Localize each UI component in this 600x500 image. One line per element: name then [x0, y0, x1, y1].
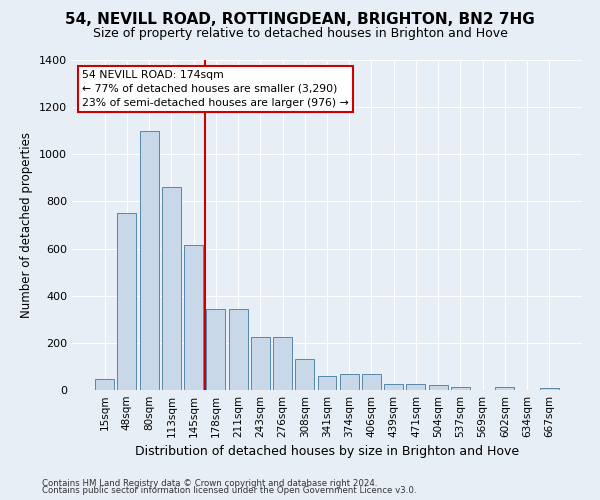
- Bar: [317, 376, 337, 390]
- Bar: [362, 374, 381, 390]
- Bar: [384, 384, 403, 390]
- Bar: [406, 384, 425, 390]
- Text: Contains HM Land Registry data © Crown copyright and database right 2024.: Contains HM Land Registry data © Crown c…: [42, 478, 377, 488]
- Text: Contains public sector information licensed under the Open Government Licence v3: Contains public sector information licen…: [42, 486, 416, 495]
- Bar: [540, 388, 559, 390]
- Bar: [162, 188, 181, 390]
- Text: 54 NEVILL ROAD: 174sqm
← 77% of detached houses are smaller (3,290)
23% of semi-: 54 NEVILL ROAD: 174sqm ← 77% of detached…: [82, 70, 349, 108]
- Y-axis label: Number of detached properties: Number of detached properties: [20, 132, 34, 318]
- Bar: [206, 308, 225, 390]
- Bar: [229, 308, 248, 390]
- Bar: [340, 374, 359, 390]
- Bar: [273, 337, 292, 390]
- Bar: [451, 387, 470, 390]
- Text: Size of property relative to detached houses in Brighton and Hove: Size of property relative to detached ho…: [92, 28, 508, 40]
- Bar: [295, 360, 314, 390]
- Bar: [429, 386, 448, 390]
- Bar: [118, 213, 136, 390]
- Bar: [140, 130, 158, 390]
- Text: 54, NEVILL ROAD, ROTTINGDEAN, BRIGHTON, BN2 7HG: 54, NEVILL ROAD, ROTTINGDEAN, BRIGHTON, …: [65, 12, 535, 28]
- Bar: [496, 387, 514, 390]
- Bar: [184, 245, 203, 390]
- Bar: [95, 378, 114, 390]
- X-axis label: Distribution of detached houses by size in Brighton and Hove: Distribution of detached houses by size …: [135, 446, 519, 458]
- Bar: [251, 337, 270, 390]
